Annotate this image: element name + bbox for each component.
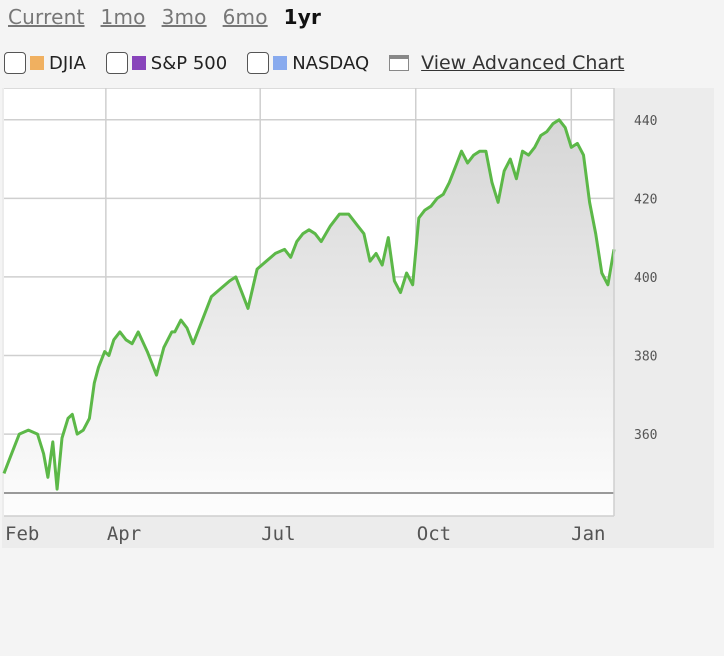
y-tick-label: 380 xyxy=(634,350,657,365)
price-line xyxy=(2,118,616,491)
compare-djia[interactable]: DJIA xyxy=(4,52,86,74)
x-tick-label: Apr xyxy=(107,523,141,545)
tab-6mo[interactable]: 6mo xyxy=(222,5,268,29)
x-tick-label: Jul xyxy=(261,523,295,545)
compare-nasdaq[interactable]: NASDAQ xyxy=(247,52,369,74)
compare-checkbox-nasdaq[interactable] xyxy=(247,52,270,74)
compare-label-s-p-500: S&P 500 xyxy=(150,52,228,74)
compare-items: DJIA S&P 500 NASDAQ xyxy=(4,52,389,74)
view-advanced-chart-link[interactable]: View Advanced Chart xyxy=(389,52,624,74)
compare-label-djia: DJIA xyxy=(49,52,86,74)
view-advanced-chart-label[interactable]: View Advanced Chart xyxy=(421,52,625,74)
y-tick-label: 420 xyxy=(634,192,657,207)
compare-checkbox-s-p-500[interactable] xyxy=(105,52,128,74)
compare-label-nasdaq: NASDAQ xyxy=(292,52,370,74)
compare-swatch-nasdaq xyxy=(273,56,288,70)
compare-swatch-djia xyxy=(30,56,44,70)
compare-swatch-s-p-500 xyxy=(131,56,146,70)
range-tabs: Current 1mo 3mo 6mo 1yr xyxy=(8,2,337,32)
x-tick-label: Oct xyxy=(417,523,451,545)
x-tick-label: Jan xyxy=(571,523,605,545)
price-area xyxy=(4,119,614,517)
chart-window-icon xyxy=(389,55,410,71)
price-chart: 360 380 400 420 440 Feb Apr Jul Oct Jan xyxy=(2,88,714,548)
tab-1yr[interactable]: 1yr xyxy=(283,5,322,29)
y-tick-label: 400 xyxy=(634,271,657,286)
chart-svg: 360 380 400 420 440 Feb Apr Jul Oct Jan xyxy=(2,88,657,545)
compare-s-p-500[interactable]: S&P 500 xyxy=(105,52,228,74)
y-tick-label: 440 xyxy=(634,114,657,129)
compare-checkbox-djia[interactable] xyxy=(4,52,26,74)
compare-row: DJIA S&P 500 NASDAQ View Advanced Chart xyxy=(4,48,624,78)
y-tick-label: 360 xyxy=(634,428,657,443)
tab-1mo[interactable]: 1mo xyxy=(100,5,146,29)
tab-3mo[interactable]: 3mo xyxy=(161,5,207,29)
tab-current[interactable]: Current xyxy=(8,5,85,29)
x-tick-label: Feb xyxy=(5,523,39,545)
